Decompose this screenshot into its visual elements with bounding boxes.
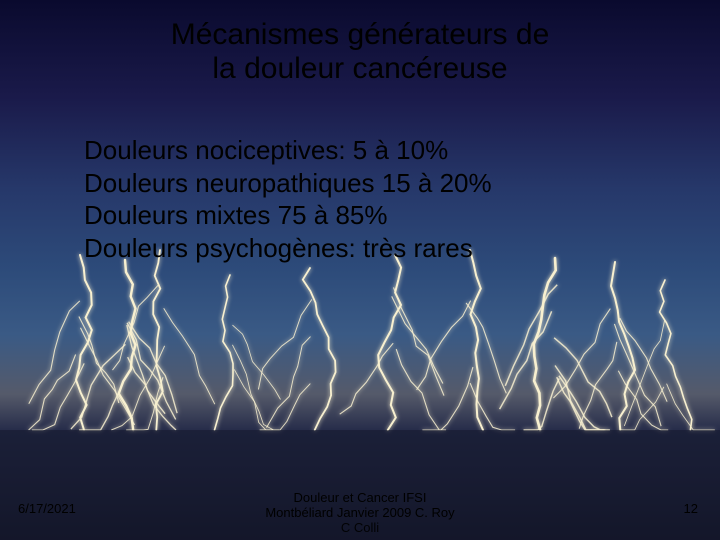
- footer-center-line3: C Colli: [0, 521, 720, 536]
- title-line-2: la douleur cancéreuse: [0, 52, 720, 86]
- body-text: Douleurs nociceptives: 5 à 10%Douleurs n…: [84, 134, 492, 264]
- footer-page-number: 12: [684, 501, 698, 516]
- footer-center: Douleur et Cancer IFSI Montbéliard Janvi…: [0, 491, 720, 536]
- footer-center-line2: Montbéliard Janvier 2009 C. Roy: [0, 506, 720, 521]
- slide-title: Mécanismes générateurs de la douleur can…: [0, 18, 720, 86]
- title-line-1: Mécanismes générateurs de: [0, 18, 720, 52]
- footer-center-line1: Douleur et Cancer IFSI: [0, 491, 720, 506]
- body-line: Douleurs psychogènes: très rares: [84, 232, 492, 265]
- slide: Mécanismes générateurs de la douleur can…: [0, 0, 720, 540]
- body-line: Douleurs nociceptives: 5 à 10%: [84, 134, 492, 167]
- body-line: Douleurs mixtes 75 à 85%: [84, 199, 492, 232]
- body-line: Douleurs neuropathiques 15 à 20%: [84, 167, 492, 200]
